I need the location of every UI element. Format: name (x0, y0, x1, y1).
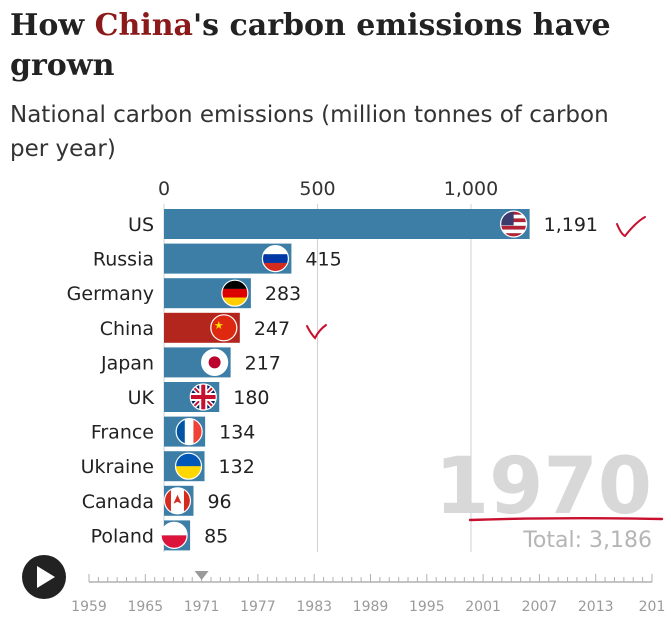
x-tick-label: 500 (299, 178, 335, 200)
bar-group-russia: Russia 415 (93, 243, 342, 274)
japan-flag-icon (201, 349, 228, 376)
category-label: Germany (67, 283, 154, 305)
bar-group-japan: Japan 217 (100, 347, 281, 378)
bar-group-france: France 134 (91, 416, 255, 447)
bar-group-canada: Canada 96 (82, 485, 232, 516)
value-label: 1,191 (544, 214, 598, 236)
value-label: 85 (204, 525, 228, 547)
value-label: 283 (265, 283, 301, 305)
canada-flag-icon (164, 487, 191, 514)
category-label: UK (128, 387, 155, 409)
value-label: 415 (305, 249, 341, 271)
timeline-year-label: 201 (639, 599, 666, 615)
ukraine-flag-icon (175, 453, 202, 480)
category-label: Canada (82, 491, 154, 513)
bar-group-uk: UK 180 (128, 382, 270, 412)
timeline-year-label: 1965 (127, 599, 163, 615)
x-tick-label: 0 (158, 178, 170, 200)
timeline-year-label: 1989 (353, 599, 389, 615)
bar-group-poland: Poland 85 (91, 520, 228, 551)
timeline-year-label: 1983 (296, 599, 332, 615)
value-label: 217 (245, 352, 281, 374)
play-icon (37, 566, 55, 588)
timeline-year-label: 1977 (240, 599, 276, 615)
germany-flag-icon (221, 280, 248, 307)
title-highlight: China (94, 8, 193, 43)
underline-annotation (468, 517, 664, 522)
chart-subtitle: National carbon emissions (million tonne… (10, 102, 609, 162)
uk-flag-icon (190, 384, 217, 410)
timeline-year-label: 1959 (71, 599, 107, 615)
category-label: France (91, 422, 154, 444)
x-tick-label: 1,000 (444, 178, 498, 200)
bar-group-us: US 1,191 (128, 209, 598, 239)
category-label: Russia (93, 249, 154, 271)
category-label: Ukraine (81, 456, 154, 478)
category-label: US (128, 214, 154, 236)
value-label: 132 (219, 456, 255, 478)
value-label: 247 (254, 318, 290, 340)
bar-group-ukraine: Ukraine 132 (81, 451, 255, 482)
poland-flag-icon (161, 522, 188, 549)
china-flag-icon: ★ (210, 314, 237, 341)
category-label: Poland (91, 525, 154, 547)
france-flag-icon (176, 418, 203, 445)
timeline-year-label: 2001 (465, 599, 501, 615)
checkmark-annotation (616, 216, 646, 238)
timeline-year-label: 2007 (522, 599, 558, 615)
timeline-marker[interactable] (194, 571, 209, 580)
russia-flag-icon (262, 245, 289, 272)
title-text-end: 's carbon emissions have grown (10, 8, 611, 83)
timeline-year-label: 1971 (184, 599, 220, 615)
bar-group-china: China ★ 247 (100, 312, 290, 343)
timeline-year-label: 2013 (578, 599, 614, 615)
value-label: 134 (219, 422, 255, 444)
timeline-year-label: 1995 (409, 599, 445, 615)
total-label: Total: 3,186 (522, 528, 652, 553)
play-button[interactable] (22, 555, 66, 599)
category-label: Japan (100, 352, 154, 374)
title-text-start: How (10, 8, 95, 43)
year-label: 1970 (435, 442, 652, 532)
category-label: China (100, 318, 154, 340)
checkmark-annotation (306, 324, 327, 340)
bar-group-germany: Germany 283 (67, 278, 301, 309)
bar (164, 209, 530, 239)
svg-text:★: ★ (214, 319, 224, 332)
chart-title: How China's carbon emissions have grown (10, 6, 660, 86)
value-label: 96 (207, 491, 231, 513)
value-label: 180 (233, 387, 269, 409)
